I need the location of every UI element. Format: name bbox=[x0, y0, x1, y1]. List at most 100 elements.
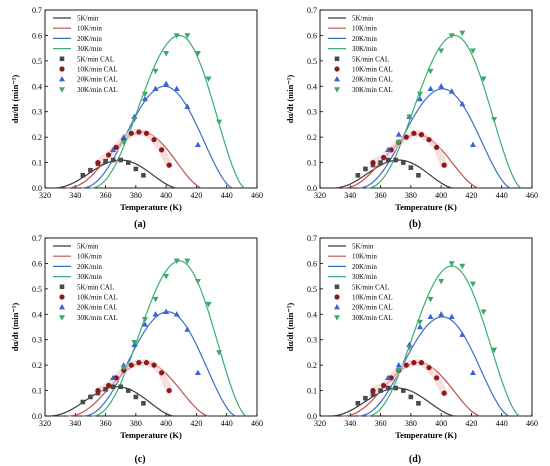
legend-label: 20K/min bbox=[352, 263, 377, 271]
point-5k-min-cal bbox=[125, 388, 131, 393]
y-tick-label: 0.1 bbox=[32, 387, 42, 396]
y-tick-label: 0.5 bbox=[32, 285, 42, 294]
point-20k-min-cal bbox=[184, 326, 191, 332]
x-tick-label: 340 bbox=[344, 419, 356, 428]
legend-label: 30K/min CAL bbox=[352, 314, 393, 322]
point-10k-min-cal bbox=[370, 387, 376, 394]
legend-marker bbox=[334, 66, 340, 72]
legend-label: 30K/min bbox=[352, 45, 377, 53]
y-tick-label: 0.0 bbox=[32, 184, 42, 193]
y-tick-label: 0.5 bbox=[32, 57, 42, 66]
y-tick-label: 0.6 bbox=[32, 31, 42, 40]
point-5k-min-cal bbox=[378, 388, 383, 393]
y-tick-label: 0.3 bbox=[307, 336, 317, 345]
point-30k-min-cal bbox=[480, 76, 487, 82]
legend-label: 30K/min CAL bbox=[77, 314, 118, 322]
point-10k-min-cal bbox=[441, 390, 447, 396]
point-10k-min-cal bbox=[106, 382, 112, 389]
y-tick-label: 0.6 bbox=[307, 259, 317, 268]
legend-label: 30K/min CAL bbox=[77, 86, 118, 94]
curve-5k-min bbox=[329, 387, 455, 417]
legend-label: 30K/min bbox=[77, 273, 102, 281]
y-tick-label: 0.4 bbox=[32, 310, 42, 319]
x-tick-label: 400 bbox=[435, 191, 447, 200]
legend-marker bbox=[334, 76, 340, 82]
point-10k-min-cal bbox=[426, 365, 432, 371]
point-30k-min-cal bbox=[184, 33, 191, 39]
point-30k-min-cal bbox=[205, 301, 212, 308]
y-axis-title: dα/dt (min⁻¹) bbox=[10, 75, 20, 124]
point-5k-min-cal bbox=[400, 388, 406, 393]
point-5k-min-cal bbox=[88, 167, 93, 173]
point-20k-min-cal bbox=[173, 85, 180, 92]
panel-label: (c) bbox=[134, 454, 145, 465]
x-tick-label: 320 bbox=[314, 419, 326, 428]
chart-panel-0: 320 340 360 380 400 420 440 460 0.0 0.1 0.2 0.3 0.4 0… bbox=[10, 6, 263, 230]
curve-10k-min bbox=[67, 361, 209, 417]
point-10k-min-cal bbox=[166, 162, 172, 168]
chart-panel-3: 320 340 360 380 400 420 440 460 0.0 0.1 0.2 0.3 0.4 0… bbox=[285, 234, 538, 465]
point-30k-min-cal bbox=[163, 51, 170, 57]
point-30k-min-cal bbox=[491, 117, 498, 123]
point-5k-min-cal bbox=[363, 166, 368, 172]
point-30k-min-cal bbox=[395, 368, 402, 374]
y-tick-label: 0.2 bbox=[307, 133, 317, 142]
plot-frame bbox=[319, 9, 533, 189]
point-5k-min-cal bbox=[355, 400, 361, 406]
legend-marker bbox=[59, 304, 65, 310]
point-30k-min-cal bbox=[131, 117, 138, 123]
point-10k-min-cal bbox=[136, 360, 142, 366]
plot-frame bbox=[44, 237, 258, 417]
curve-20k-min bbox=[357, 88, 512, 189]
y-tick-label: 0.7 bbox=[32, 6, 42, 15]
point-5k-min-cal bbox=[80, 399, 86, 405]
y-tick-label: 0.0 bbox=[307, 412, 317, 421]
y-tick-label: 0.7 bbox=[32, 234, 42, 243]
point-10k-min-cal bbox=[403, 362, 409, 368]
legend-marker bbox=[59, 294, 65, 300]
point-30k-min-cal bbox=[205, 76, 212, 82]
point-10k-min-cal bbox=[403, 134, 409, 140]
curve-20k-min bbox=[82, 311, 237, 417]
point-5k-min-cal bbox=[133, 166, 139, 172]
y-tick-label: 0.0 bbox=[307, 184, 317, 193]
legend-label: 5K/min bbox=[77, 15, 99, 23]
x-tick-label: 420 bbox=[190, 419, 202, 428]
x-axis-title: Temperature (K) bbox=[395, 430, 457, 440]
point-30k-min-cal bbox=[438, 48, 445, 54]
point-30k-min-cal bbox=[406, 345, 413, 351]
point-5k-min-cal bbox=[125, 160, 131, 165]
y-tick-label: 0.2 bbox=[307, 361, 317, 370]
point-10k-min-cal bbox=[151, 137, 157, 143]
point-10k-min-cal bbox=[95, 387, 101, 394]
point-30k-min-cal bbox=[459, 30, 466, 37]
chart-panel-2: 320 340 360 380 400 420 440 460 0.0 0.1 0.2 0.3 0.4 0… bbox=[10, 234, 263, 465]
point-20k-min-cal bbox=[194, 141, 201, 147]
x-tick-label: 380 bbox=[130, 191, 142, 200]
point-5k-min-cal bbox=[416, 400, 421, 406]
point-30k-min-cal bbox=[416, 319, 423, 326]
point-20k-min-cal bbox=[110, 374, 117, 381]
point-10k-min-cal bbox=[143, 130, 150, 136]
y-axis-title: dα/dt (min⁻¹) bbox=[285, 75, 295, 124]
point-30k-min-cal bbox=[459, 263, 466, 270]
point-10k-min-cal bbox=[411, 360, 417, 366]
legend-label: 10K/min CAL bbox=[77, 66, 118, 74]
panel-label: (d) bbox=[409, 454, 421, 465]
point-20k-min-cal bbox=[163, 80, 170, 86]
point-30k-min-cal bbox=[448, 33, 455, 39]
point-5k-min-cal bbox=[363, 395, 368, 401]
point-5k-min-cal bbox=[408, 165, 414, 170]
point-20k-min-cal bbox=[459, 331, 466, 337]
point-5k-min-cal bbox=[133, 394, 139, 400]
y-tick-label: 0.4 bbox=[307, 82, 317, 91]
x-tick-label: 320 bbox=[39, 419, 51, 428]
x-tick-label: 360 bbox=[375, 191, 387, 200]
point-5k-min-cal bbox=[118, 157, 124, 163]
point-20k-min-cal bbox=[395, 361, 402, 368]
legend-label: 20K/min CAL bbox=[352, 304, 393, 312]
y-tick-label: 0.7 bbox=[307, 6, 317, 15]
x-tick-label: 320 bbox=[39, 191, 51, 200]
point-20k-min-cal bbox=[469, 369, 476, 375]
point-5k-min-cal bbox=[393, 157, 399, 163]
